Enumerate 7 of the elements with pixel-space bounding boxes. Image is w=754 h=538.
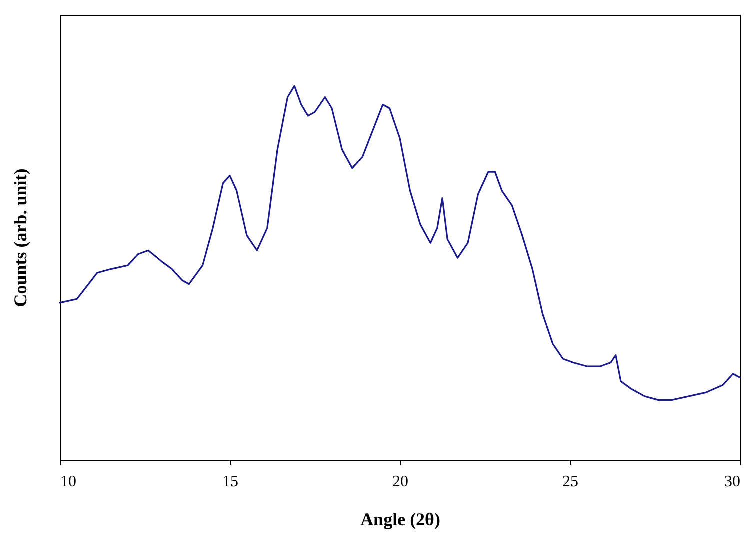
y-axis-title: Counts (arb. unit) (10, 168, 30, 308)
x-tick-label: 25 (562, 474, 578, 490)
x-axis-title: Angle (2θ) (360, 510, 440, 530)
x-tick-label: 20 (392, 474, 408, 490)
x-tick-label: 15 (222, 474, 238, 490)
x-tick-label: 10 (60, 474, 76, 490)
x-tick-label: 30 (724, 474, 740, 490)
